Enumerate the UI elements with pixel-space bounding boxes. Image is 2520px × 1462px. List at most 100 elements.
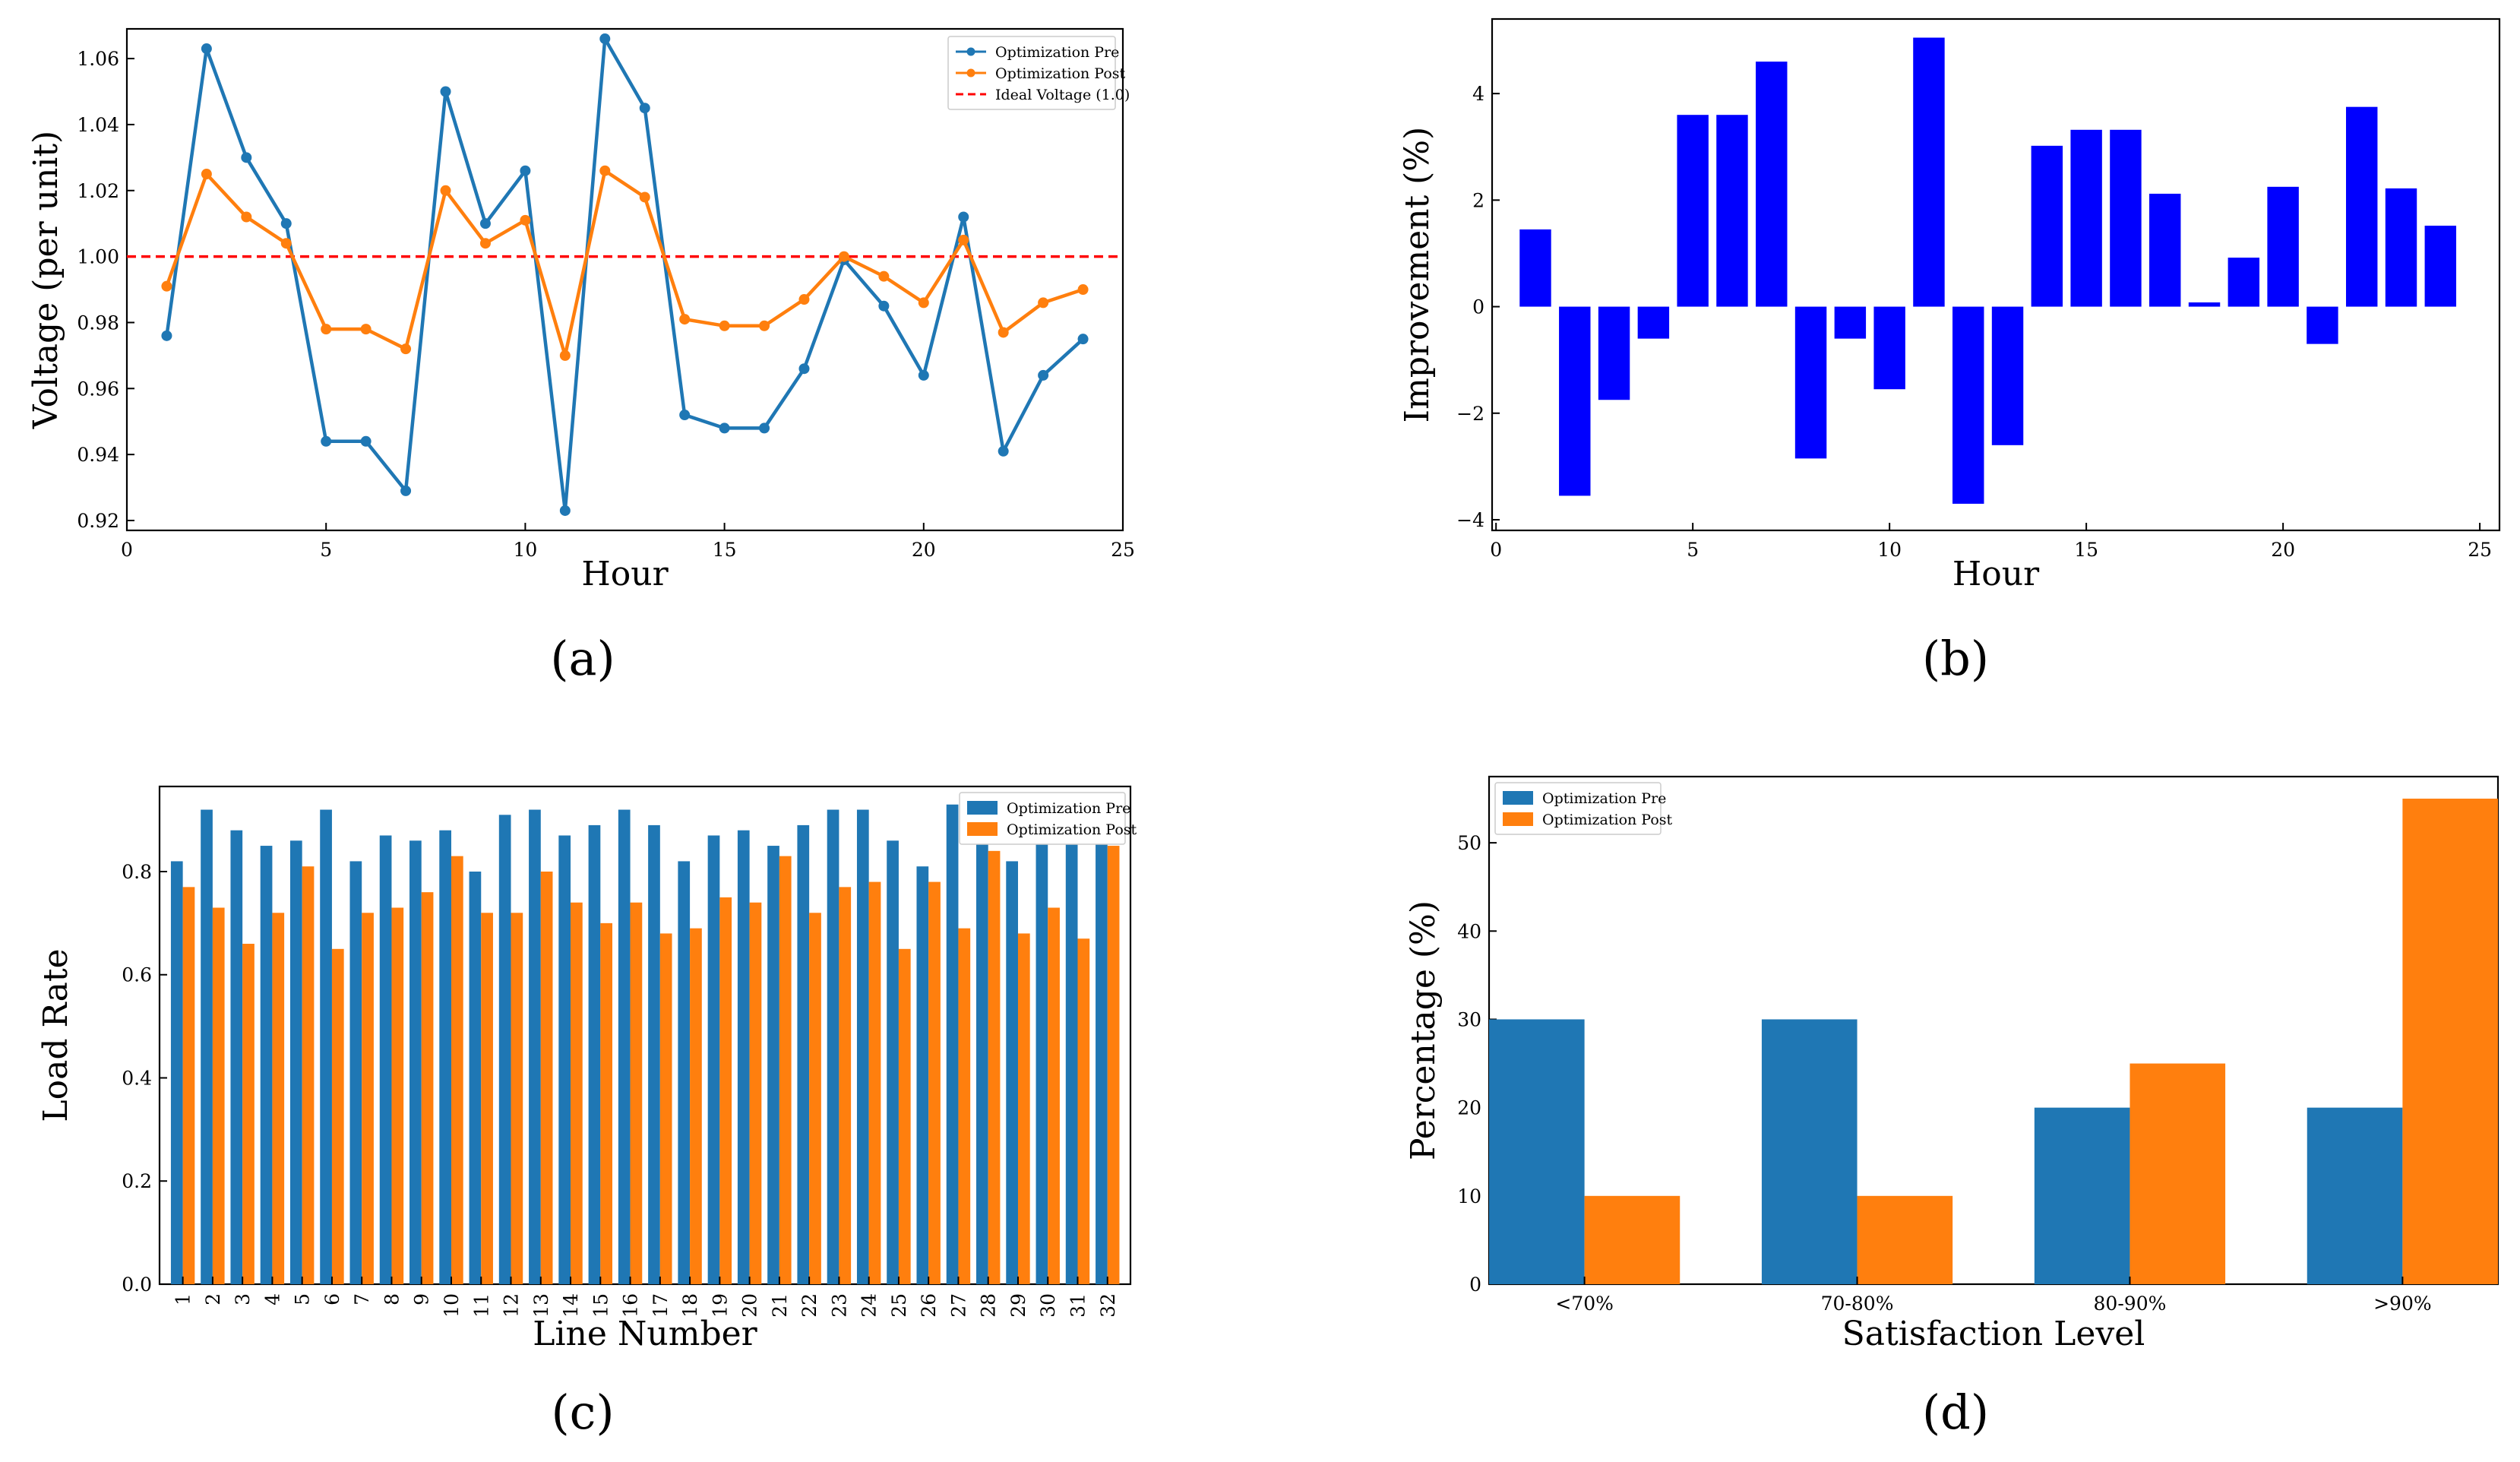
bar-improvement	[1952, 306, 1984, 504]
bar-post	[1017, 933, 1030, 1284]
bar-pre	[498, 815, 511, 1284]
bar-post	[182, 887, 195, 1284]
bar-improvement	[1834, 306, 1867, 339]
y-tick-label: 50	[1457, 832, 1481, 854]
x-tick-label: 70-80%	[1821, 1293, 1894, 1315]
x-tick-label: 6	[321, 1293, 343, 1305]
y-tick-label: 0.8	[122, 861, 152, 883]
data-point-post	[440, 185, 451, 196]
bar-improvement	[1598, 306, 1630, 400]
bar-post	[958, 928, 971, 1284]
x-axis-title: Hour	[581, 555, 669, 593]
bar-improvement	[2267, 186, 2299, 307]
bar-improvement	[2228, 258, 2260, 307]
panel-b: (b) Hour Improvement (%) 0 5 10 15 20 25 −4 −2 0 2 4	[1398, 17, 2501, 686]
data-point-post	[280, 238, 292, 249]
data-point-post	[878, 271, 890, 282]
bar-post	[928, 881, 941, 1284]
data-point-post	[479, 238, 491, 249]
bar-pre	[289, 840, 302, 1284]
bar-post	[481, 913, 493, 1284]
bar-pre	[588, 824, 601, 1284]
bar-post	[898, 948, 911, 1284]
y-axis-title: Voltage (per unit)	[27, 131, 65, 429]
bar-improvement	[1637, 306, 1670, 339]
legend-swatch	[1503, 812, 1533, 826]
x-axis-title: Satisfaction Level	[1842, 1315, 2145, 1353]
bar-improvement	[1677, 115, 1709, 307]
bar-improvement	[1913, 37, 1945, 307]
bar-improvement	[1794, 306, 1827, 459]
bar-pre	[648, 824, 660, 1284]
bar-post	[630, 902, 643, 1284]
y-tick-label: 0.0	[122, 1274, 152, 1296]
data-point-pre	[878, 300, 890, 312]
panel-label: (b)	[1922, 631, 1989, 686]
y-tick-label: 1.04	[77, 114, 119, 136]
x-tick-label: 5	[292, 1293, 314, 1305]
x-tick-label: >90%	[2373, 1293, 2432, 1315]
legend-label: Optimization Post	[1542, 812, 1673, 828]
data-point-post	[958, 234, 969, 245]
bar-pre	[469, 871, 482, 1284]
bar-post	[1584, 1195, 1681, 1284]
data-point-pre	[241, 152, 252, 163]
panel-label: (c)	[551, 1384, 614, 1440]
data-point-pre	[599, 33, 611, 45]
legend-label: Optimization Pre	[1007, 800, 1130, 817]
data-point-post	[201, 169, 212, 180]
x-axis-title: Hour	[1952, 555, 2040, 593]
bar-pre	[230, 830, 243, 1284]
y-tick-label: −2	[1456, 403, 1484, 425]
bar-post	[1107, 846, 1120, 1284]
data-point-post	[998, 327, 1009, 338]
data-point-pre	[639, 103, 650, 114]
y-tick-label: 0	[1472, 296, 1484, 318]
bar-post	[362, 913, 374, 1284]
x-tick-label: 11	[470, 1293, 492, 1318]
x-tick-label: 25	[1111, 539, 1135, 561]
bar-improvement	[2070, 129, 2102, 307]
data-point-pre	[679, 410, 691, 421]
bar-improvement	[1559, 306, 1591, 496]
y-tick-label: 10	[1457, 1185, 1481, 1207]
plot-frame	[158, 785, 1132, 1286]
data-point-post	[520, 214, 531, 226]
data-point-pre	[321, 435, 332, 447]
bar-post	[421, 892, 434, 1284]
bar-pre	[2307, 1107, 2403, 1284]
bar-post	[331, 948, 344, 1284]
legend-box	[1494, 782, 1662, 835]
bar-pre	[409, 840, 422, 1284]
panel-label: (d)	[1922, 1384, 1989, 1440]
x-tick-label: 1	[172, 1293, 194, 1305]
y-tick-label: 40	[1457, 920, 1481, 942]
data-point-post	[241, 211, 252, 223]
bar-improvement	[2188, 302, 2221, 307]
bar-pre	[946, 804, 959, 1284]
x-tick-label: 0	[121, 539, 133, 561]
x-tick-label: 20	[2271, 539, 2295, 561]
data-point-pre	[400, 485, 412, 496]
data-point-post	[1038, 297, 1049, 309]
x-tick-label: 5	[320, 539, 332, 561]
x-tick-label: 12	[501, 1293, 523, 1318]
series-line-pre	[165, 33, 1085, 511]
x-tick-label: 4	[261, 1293, 283, 1305]
x-tick-label: 23	[828, 1293, 850, 1318]
data-point-pre	[1077, 334, 1089, 345]
y-tick-label: 1.02	[77, 180, 119, 202]
bar-post	[1857, 1195, 1953, 1284]
panel-label: (a)	[550, 631, 615, 686]
y-axis-title: Load Rate	[36, 948, 75, 1122]
data-point-post	[838, 251, 849, 262]
bar-pre	[678, 861, 691, 1284]
y-tick-label: 20	[1457, 1097, 1481, 1119]
y-tick-label: 0.92	[77, 510, 119, 532]
bar-improvement	[1756, 62, 1788, 307]
data-point-post	[719, 320, 730, 331]
x-tick-label: 10	[1877, 539, 1902, 561]
legend-box	[959, 792, 1126, 845]
y-tick-label: −4	[1456, 509, 1484, 531]
legend-label: Optimization Post	[1007, 821, 1137, 838]
